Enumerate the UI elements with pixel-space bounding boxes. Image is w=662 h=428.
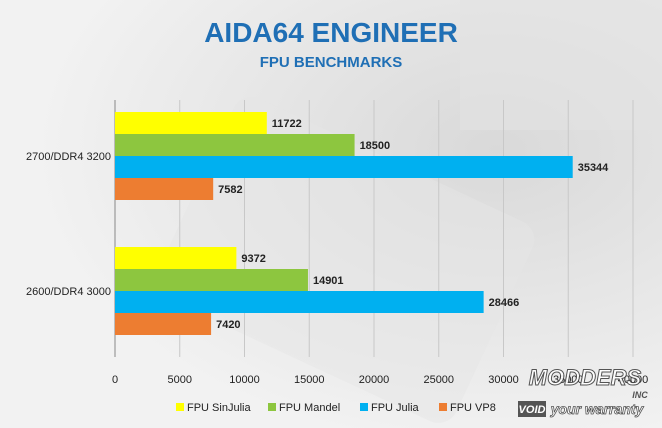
x-tick-label: 10000 bbox=[229, 374, 260, 386]
data-label: 14901 bbox=[313, 275, 344, 287]
x-tick-label: 15000 bbox=[294, 374, 325, 386]
legend-label: FPU Mandel bbox=[279, 402, 340, 414]
bar bbox=[115, 134, 355, 156]
bar bbox=[115, 178, 214, 200]
x-tick-label: 20000 bbox=[359, 374, 390, 386]
legend-swatch bbox=[439, 403, 447, 411]
category-label: 2600/DDR4 3000 bbox=[26, 286, 111, 298]
watermark-line2: INC bbox=[632, 390, 648, 400]
chart-title: AIDA64 ENGINEER bbox=[204, 17, 458, 48]
x-tick-label: 40000 bbox=[618, 374, 649, 386]
bar bbox=[115, 269, 308, 291]
bar bbox=[115, 313, 212, 335]
x-tick-label: 35000 bbox=[553, 374, 584, 386]
legend-swatch bbox=[360, 403, 368, 411]
data-label: 35344 bbox=[578, 162, 609, 174]
x-tick-label: 0 bbox=[112, 374, 118, 386]
legend-swatch bbox=[176, 403, 184, 411]
legend-label: FPU VP8 bbox=[450, 402, 496, 414]
y-axis-categories: 2700/DDR4 3200 2600/DDR4 3000 bbox=[26, 151, 111, 298]
bar bbox=[115, 112, 267, 134]
x-tick-label: 5000 bbox=[168, 374, 192, 386]
x-tick-label: 25000 bbox=[423, 374, 454, 386]
data-label: 7420 bbox=[216, 319, 240, 331]
legend-label: FPU Julia bbox=[371, 402, 420, 414]
data-label: 28466 bbox=[489, 297, 520, 309]
data-label: 18500 bbox=[360, 140, 391, 152]
bar bbox=[115, 291, 484, 313]
bar bbox=[115, 247, 237, 269]
watermark-warranty: your warranty bbox=[550, 401, 645, 417]
bar bbox=[115, 156, 573, 178]
data-label: 7582 bbox=[218, 184, 242, 196]
chart-subtitle: FPU BENCHMARKS bbox=[260, 54, 403, 71]
data-label: 11722 bbox=[272, 118, 302, 130]
watermark-logo: MODDERS INC VOID your warranty bbox=[518, 365, 648, 417]
category-label: 2700/DDR4 3200 bbox=[26, 151, 111, 163]
legend-swatch bbox=[268, 403, 276, 411]
legend: FPU SinJulia FPU Mandel FPU Julia FPU VP8 bbox=[176, 402, 496, 414]
watermark-line1: MODDERS bbox=[529, 365, 642, 390]
data-label: 9372 bbox=[241, 253, 265, 265]
legend-label: FPU SinJulia bbox=[187, 402, 251, 414]
data-labels: 11722 18500 35344 7582 9372 14901 28466 7420 bbox=[216, 118, 609, 331]
x-axis-ticks: 0 5000 10000 15000 20000 25000 30000 35000 40000 bbox=[112, 374, 648, 386]
x-tick-label: 30000 bbox=[488, 374, 519, 386]
bars bbox=[115, 112, 573, 335]
watermark-void: VOID bbox=[519, 404, 546, 416]
